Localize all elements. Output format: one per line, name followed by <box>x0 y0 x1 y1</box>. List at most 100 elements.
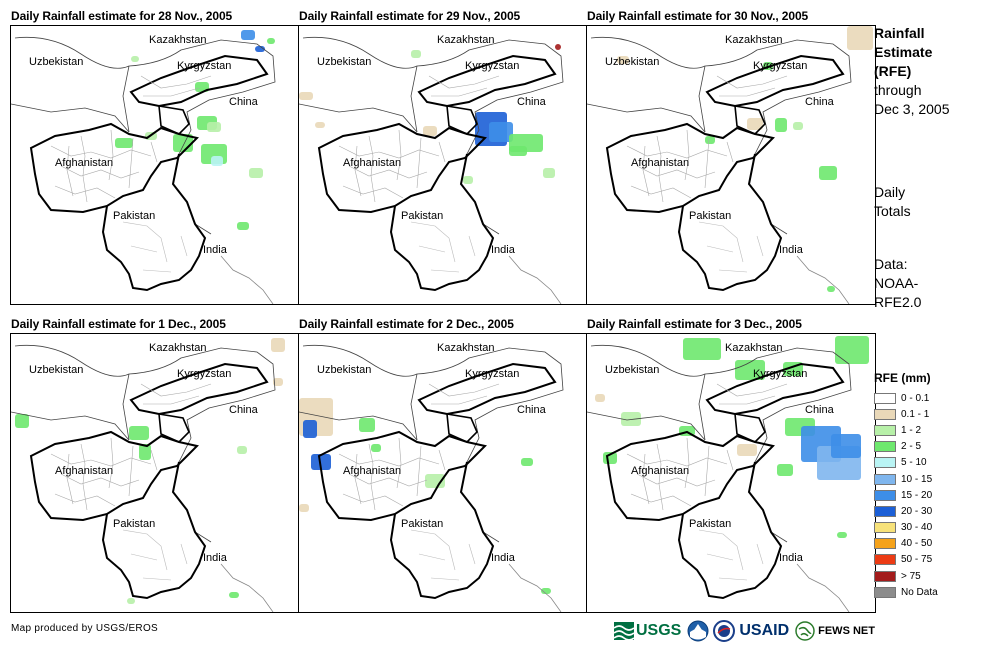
rainfall-patch <box>273 378 283 386</box>
legend-swatch <box>874 505 896 517</box>
rainfall-patch <box>211 156 223 166</box>
country-label-pakistan: Pakistan <box>689 210 732 222</box>
country-label-kyrgyzstan: Kyrgyzstan <box>753 368 808 380</box>
map-panel-30-nov: Daily Rainfall estimate for 30 Nov., 200… <box>586 9 876 309</box>
rainfall-patch <box>541 588 551 594</box>
rainfall-patch <box>229 592 239 598</box>
legend-swatch <box>874 392 896 404</box>
usgs-logo-icon <box>614 622 634 640</box>
sidebar-title-line: Dec 3, 2005 <box>874 101 950 117</box>
rainfall-patch <box>521 458 533 466</box>
sidebar-title-line: Rainfall <box>874 25 925 41</box>
legend-label: 40 - 50 <box>901 538 933 550</box>
map-panel-3-dec: Daily Rainfall estimate for 3 Dec., 2005… <box>586 317 876 617</box>
country-label-china: China <box>805 404 834 416</box>
rainfall-patch <box>509 146 527 156</box>
rainfall-map-svg <box>299 345 564 612</box>
legend-label: 10 - 15 <box>901 473 933 485</box>
legend-swatch <box>874 489 896 501</box>
panel-title: Daily Rainfall estimate for 3 Dec., 2005 <box>587 317 802 331</box>
legend-label: > 75 <box>901 570 921 582</box>
legend-swatch <box>874 473 896 485</box>
country-label-china: China <box>229 96 258 108</box>
country-label-kazakhstan: Kazakhstan <box>149 342 207 354</box>
country-label-afghanistan: Afghanistan <box>55 465 114 477</box>
rainfall-patch <box>241 30 255 40</box>
country-label-pakistan: Pakistan <box>113 210 156 222</box>
country-label-india: India <box>203 244 227 256</box>
rainfall-patch <box>747 118 763 130</box>
rainfall-patch <box>793 122 803 130</box>
rainfall-patch <box>617 56 629 64</box>
legend-item: > 75 <box>874 568 938 584</box>
country-label-uzbekistan: Uzbekistan <box>29 56 84 68</box>
country-label-kyrgyzstan: Kyrgyzstan <box>177 60 232 72</box>
rainfall-patch <box>463 176 473 184</box>
legend-swatch <box>874 424 896 436</box>
rainfall-patch <box>737 444 757 456</box>
country-label-afghanistan: Afghanistan <box>631 157 690 169</box>
legend-label: 20 - 30 <box>901 505 933 517</box>
legend: 0 - 0.1 0.1 - 1 1 - 2 2 - 5 5 - 10 10 - 15 15 … <box>874 390 938 600</box>
country-label-uzbekistan: Uzbekistan <box>605 364 660 376</box>
rainfall-patch <box>371 444 381 452</box>
legend-label: 0.1 - 1 <box>901 408 930 420</box>
rainfall-patch <box>267 38 275 44</box>
country-label-pakistan: Pakistan <box>401 518 444 530</box>
rainfall-patch <box>827 286 835 292</box>
map-frame: Kazakhstan Uzbekistan Kyrgyzstan China Afgha… <box>10 333 300 613</box>
rainfall-map-svg <box>11 338 285 612</box>
panel-title: Daily Rainfall estimate for 30 Nov., 200… <box>587 9 809 23</box>
rainfall-patch <box>835 336 869 364</box>
legend-label: 50 - 75 <box>901 554 933 566</box>
rainfall-patch <box>237 446 247 454</box>
country-label-uzbekistan: Uzbekistan <box>29 364 84 376</box>
map-frame: Kazakhstan Uzbekistan Kyrgyzstan China Afgha… <box>298 333 588 613</box>
country-label-india: India <box>491 244 515 256</box>
credit-text: Map produced by USGS/EROS <box>11 623 159 634</box>
legend-label: 2 - 5 <box>901 441 922 453</box>
country-label-uzbekistan: Uzbekistan <box>317 56 372 68</box>
rainfall-patch <box>847 26 873 50</box>
sidebar-data-source: Data: NOAA- RFE2.0 <box>874 255 921 312</box>
rainfall-patch <box>129 426 149 440</box>
country-label-pakistan: Pakistan <box>113 518 156 530</box>
country-label-pakistan: Pakistan <box>401 210 444 222</box>
rainfall-patch <box>115 138 133 148</box>
country-label-pakistan: Pakistan <box>689 518 732 530</box>
legend-label: 15 - 20 <box>901 489 933 501</box>
country-label-india: India <box>779 244 803 256</box>
legend-swatch <box>874 586 896 598</box>
fews-globe-icon <box>795 621 815 641</box>
rainfall-patch <box>423 126 437 136</box>
country-label-afghanistan: Afghanistan <box>55 157 114 169</box>
rainfall-patch <box>621 412 641 426</box>
legend-swatch <box>874 457 896 469</box>
panel-title: Daily Rainfall estimate for 28 Nov., 200… <box>11 9 233 23</box>
rainfall-patch <box>139 444 151 460</box>
rainfall-patch <box>237 222 249 230</box>
rainfall-map-svg <box>587 336 869 612</box>
rainfall-patch <box>775 118 787 132</box>
rainfall-patch <box>555 44 561 50</box>
rainfall-patch <box>705 136 715 144</box>
country-label-kazakhstan: Kazakhstan <box>725 34 783 46</box>
rainfall-patch <box>359 418 375 432</box>
fews-logo-text: FEWS NET <box>818 625 875 637</box>
rainfall-patch <box>311 454 331 470</box>
panel-title: Daily Rainfall estimate for 1 Dec., 2005 <box>11 317 226 331</box>
rainfall-patch <box>595 394 605 402</box>
country-label-kyrgyzstan: Kyrgyzstan <box>465 368 520 380</box>
rainfall-patch <box>271 338 285 352</box>
rainfall-patch <box>127 598 135 604</box>
rainfall-patch <box>819 166 837 180</box>
legend-swatch <box>874 570 896 582</box>
rainfall-patch <box>831 434 861 458</box>
rainfall-map-svg <box>299 37 564 304</box>
country-label-china: China <box>517 96 546 108</box>
nasa-seal-icon <box>713 620 736 642</box>
rainfall-patch <box>425 474 445 488</box>
sidebar-title-line: through <box>874 82 922 98</box>
legend-item: 50 - 75 <box>874 552 938 568</box>
logo-strip: USGS USAID FEWS NET <box>614 619 875 643</box>
